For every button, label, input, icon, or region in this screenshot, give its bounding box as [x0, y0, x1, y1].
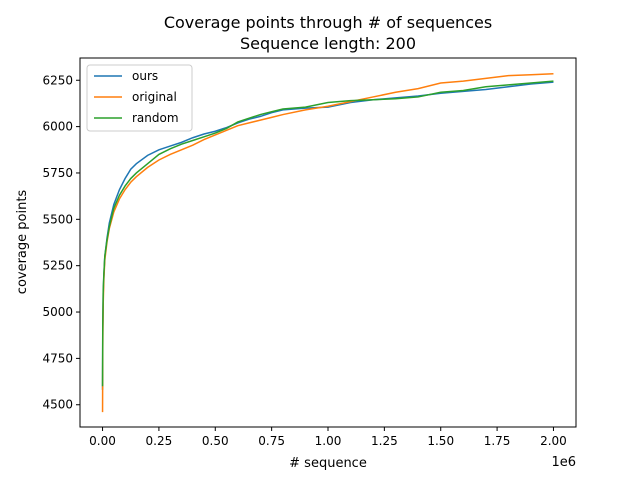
- y-tick-label: 5750: [42, 166, 73, 180]
- x-tick-label: 0.00: [89, 434, 116, 448]
- chart-subtitle: Sequence length: 200: [240, 34, 416, 53]
- series-layer: [101, 73, 554, 413]
- legend-label-ours: ours: [132, 69, 158, 83]
- x-tick-label: 2.00: [540, 434, 567, 448]
- y-tick-label: 5000: [42, 305, 73, 319]
- y-tick-label: 4750: [42, 351, 73, 365]
- chart-title: Coverage points through # of sequences: [164, 13, 492, 32]
- x-tick-label: 1.75: [484, 434, 511, 448]
- legend: ours original random: [86, 64, 193, 132]
- x-tick-label: 0.25: [146, 434, 173, 448]
- x-axis-offset-label: 1e6: [551, 455, 576, 470]
- y-tick-label: 5250: [42, 259, 73, 273]
- x-axis: 0.00 0.25 0.50 0.75 1.00 1.25 1.50 1.75 2.00: [89, 427, 567, 448]
- x-tick-label: 1.25: [371, 434, 398, 448]
- y-tick-label: 6250: [42, 73, 73, 87]
- y-tick-label: 4500: [42, 398, 73, 412]
- x-tick-label: 1.00: [315, 434, 342, 448]
- series-line-random: [101, 80, 554, 387]
- x-axis-label: # sequence: [289, 456, 367, 471]
- y-tick-label: 6000: [42, 120, 73, 134]
- series-line-ours: [101, 81, 554, 390]
- x-tick-label: 1.50: [427, 434, 454, 448]
- legend-label-original: original: [132, 90, 177, 104]
- legend-box: [86, 64, 193, 132]
- y-axis: 4500 4750 5000 5250 5500 5750 6000 6250: [42, 73, 80, 412]
- x-tick-label: 0.50: [202, 434, 229, 448]
- x-tick-label: 0.75: [258, 434, 285, 448]
- legend-label-random: random: [132, 111, 179, 125]
- y-tick-label: 5500: [42, 212, 73, 226]
- y-axis-label: coverage points: [15, 190, 30, 295]
- legend-items: ours original random: [94, 69, 179, 125]
